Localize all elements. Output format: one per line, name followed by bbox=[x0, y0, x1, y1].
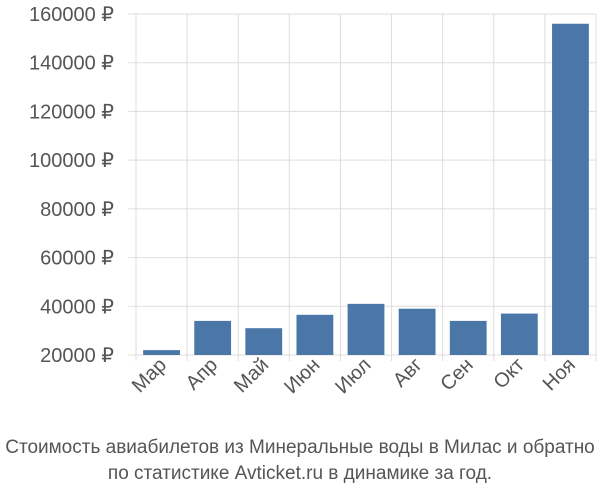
y-tick-label: 40000 ₽ bbox=[40, 296, 114, 318]
price-bar-chart: 20000 ₽ 40000 ₽ 60000 ₽ 80000 ₽ 100000 ₽ 1200… bbox=[29, 4, 597, 398]
y-tick-label: 160000 ₽ bbox=[29, 4, 114, 26]
x-tick-label: Июл bbox=[331, 354, 375, 398]
y-tick-label: 120000 ₽ bbox=[29, 101, 114, 123]
bar-3 bbox=[245, 328, 283, 355]
y-tick-label: 60000 ₽ bbox=[40, 248, 114, 270]
bar-6 bbox=[398, 308, 436, 355]
bar-1 bbox=[143, 350, 180, 355]
chart-caption-line-1: Стоимость авиабилетов из Минеральные вод… bbox=[5, 437, 595, 458]
y-tick-label: 80000 ₽ bbox=[40, 199, 114, 221]
x-tick-label: Авг bbox=[389, 354, 427, 392]
chart-caption-line-2: по статистике Avticket.ru в динамике за … bbox=[107, 463, 493, 484]
x-tick-label: Май bbox=[230, 354, 273, 397]
x-tick-label: Мар bbox=[128, 354, 171, 397]
bar-8 bbox=[500, 313, 538, 355]
x-tick-label: Окт bbox=[489, 354, 528, 393]
y-tick-label: 20000 ₽ bbox=[40, 345, 114, 367]
x-tick-label: Апр bbox=[182, 354, 223, 395]
y-tick-label: 100000 ₽ bbox=[29, 150, 114, 172]
bar-5 bbox=[347, 303, 385, 355]
y-tick-label: 140000 ₽ bbox=[29, 53, 114, 75]
bar-9 bbox=[552, 23, 589, 355]
bar-7 bbox=[449, 320, 487, 355]
bar-4 bbox=[296, 314, 334, 355]
x-tick-label: Июн bbox=[280, 354, 324, 398]
bar-2 bbox=[194, 320, 232, 355]
